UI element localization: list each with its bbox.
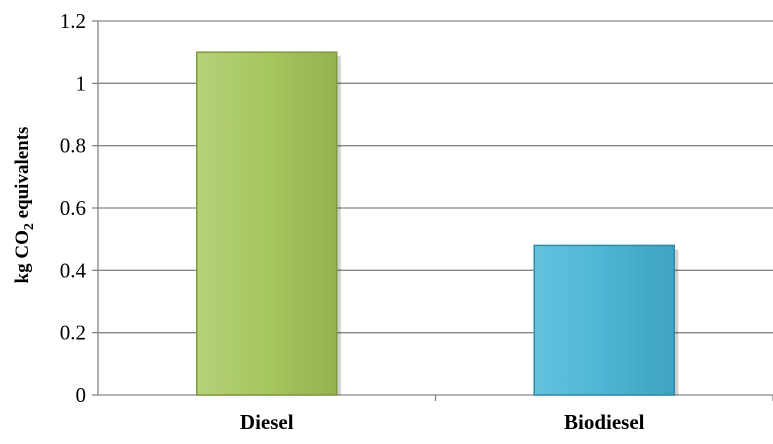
y-axis-title: kg CO2 equivalents — [12, 127, 37, 284]
y-tick-label: 0.4 — [60, 258, 87, 282]
x-category-labels: Diesel Biodiesel — [240, 410, 645, 434]
y-tick-labels: 0 0.2 0.4 0.6 0.8 1 1.2 — [60, 9, 87, 407]
bars — [196, 51, 679, 396]
x-category-label: Diesel — [240, 410, 294, 434]
y-axis-title-rest: equivalents — [12, 127, 33, 224]
y-tick-label: 0 — [76, 383, 87, 407]
y-tick-label: 0.2 — [60, 321, 86, 345]
y-tick-label: 1.2 — [60, 9, 86, 33]
x-category-label: Biodiesel — [564, 410, 645, 434]
y-tick-label: 0.8 — [60, 134, 86, 158]
y-tick-label: 1 — [76, 71, 87, 95]
y-axis-title-main: kg CO — [12, 230, 33, 283]
y-tick-label: 0.6 — [60, 196, 86, 220]
y-axis-title-subscript: 2 — [22, 223, 37, 230]
bar-biodiesel — [533, 244, 675, 396]
bar-diesel — [196, 51, 338, 396]
